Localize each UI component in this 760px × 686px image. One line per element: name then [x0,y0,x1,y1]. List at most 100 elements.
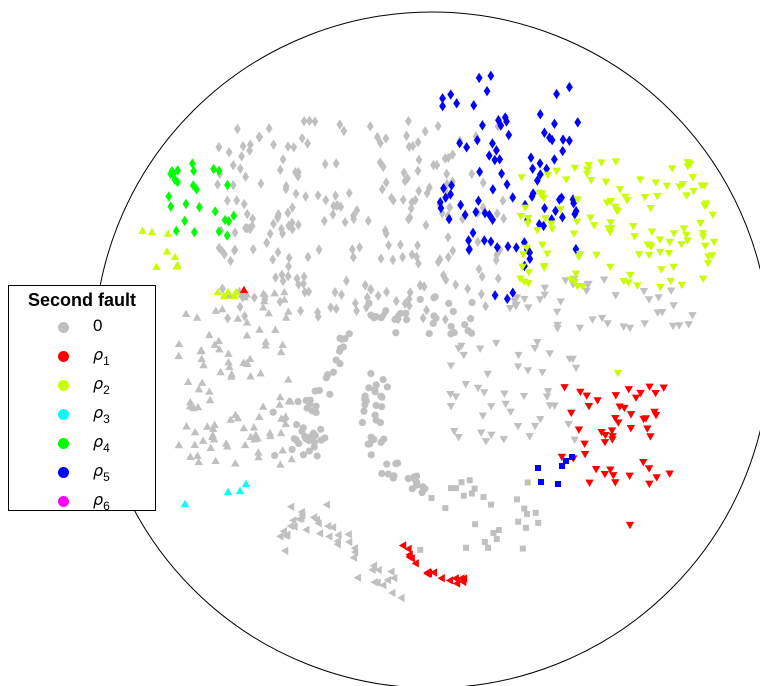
data-point [315,529,324,538]
data-point [216,367,225,376]
data-point [580,450,590,459]
data-point [284,141,292,152]
data-point [597,159,606,167]
data-point [646,433,655,441]
data-point [199,360,208,369]
data-point [584,280,593,289]
data-point [414,258,422,269]
data-point [256,369,265,377]
data-point [305,447,313,455]
data-point [438,208,446,219]
data-point [526,253,534,265]
data-point [224,357,233,366]
data-point [197,346,206,354]
data-point [258,303,268,311]
data-point [494,273,502,284]
data-point [379,375,387,384]
data-point [374,565,382,575]
data-point [290,522,298,531]
data-point [174,440,184,449]
data-point [259,402,268,410]
data-point [607,427,617,435]
data-point [261,337,271,345]
data-point [512,242,520,253]
data-point [619,278,628,286]
data-point [611,292,620,300]
data-point [480,389,489,397]
data-point [246,372,255,380]
data-point [353,573,362,582]
data-point [448,180,455,191]
data-point [322,194,330,206]
data-point [608,433,617,441]
data-point [655,236,665,244]
data-point [233,413,243,422]
data-point [410,473,418,481]
data-point [223,195,231,206]
data-point [613,369,623,378]
data-point [270,288,279,297]
data-point [449,149,457,160]
data-point [571,270,581,278]
data-point [657,266,666,274]
data-point [405,141,413,152]
data-point [475,263,483,275]
data-point [190,427,200,436]
data-point [323,521,332,531]
data-point [304,251,312,263]
data-point [623,196,632,205]
data-point [313,452,321,460]
data-point [276,296,284,307]
data-point [188,158,196,169]
data-point [478,288,485,300]
data-point [611,158,621,166]
data-point [442,505,449,512]
data-point [416,295,424,304]
data-point [668,165,677,173]
data-point [592,251,601,260]
data-point [545,350,554,358]
data-point [461,209,469,221]
data-point [523,367,533,375]
data-point [231,459,240,467]
data-point [290,435,298,443]
data-point [677,281,687,290]
data-point [545,402,555,410]
data-point [415,154,423,165]
data-point [520,295,529,304]
data-point [389,254,397,266]
data-point [361,392,369,400]
data-point [288,202,296,213]
disk-boundary [93,11,760,686]
data-point [542,393,552,401]
data-point [533,175,541,186]
data-point [538,479,544,485]
data-point [564,420,573,429]
data-point [489,214,497,225]
data-point [218,304,227,313]
data-point [236,301,244,313]
data-point [240,198,248,210]
data-point [241,310,249,322]
data-point [523,220,533,228]
data-point [569,230,579,238]
data-point [580,440,589,448]
data-point [334,200,342,211]
data-point [310,443,318,451]
data-point [209,434,219,443]
data-point [373,131,381,143]
data-point [297,305,304,317]
data-point [485,150,493,161]
data-point [379,580,387,590]
data-point [372,312,380,321]
data-point [425,329,433,338]
legend-label: ρ1 [93,345,110,368]
data-point [242,318,252,326]
data-points [138,70,719,603]
data-point [646,205,655,213]
data-point [461,381,470,389]
data-point [369,561,378,570]
data-point [492,339,501,348]
data-point [419,483,427,491]
